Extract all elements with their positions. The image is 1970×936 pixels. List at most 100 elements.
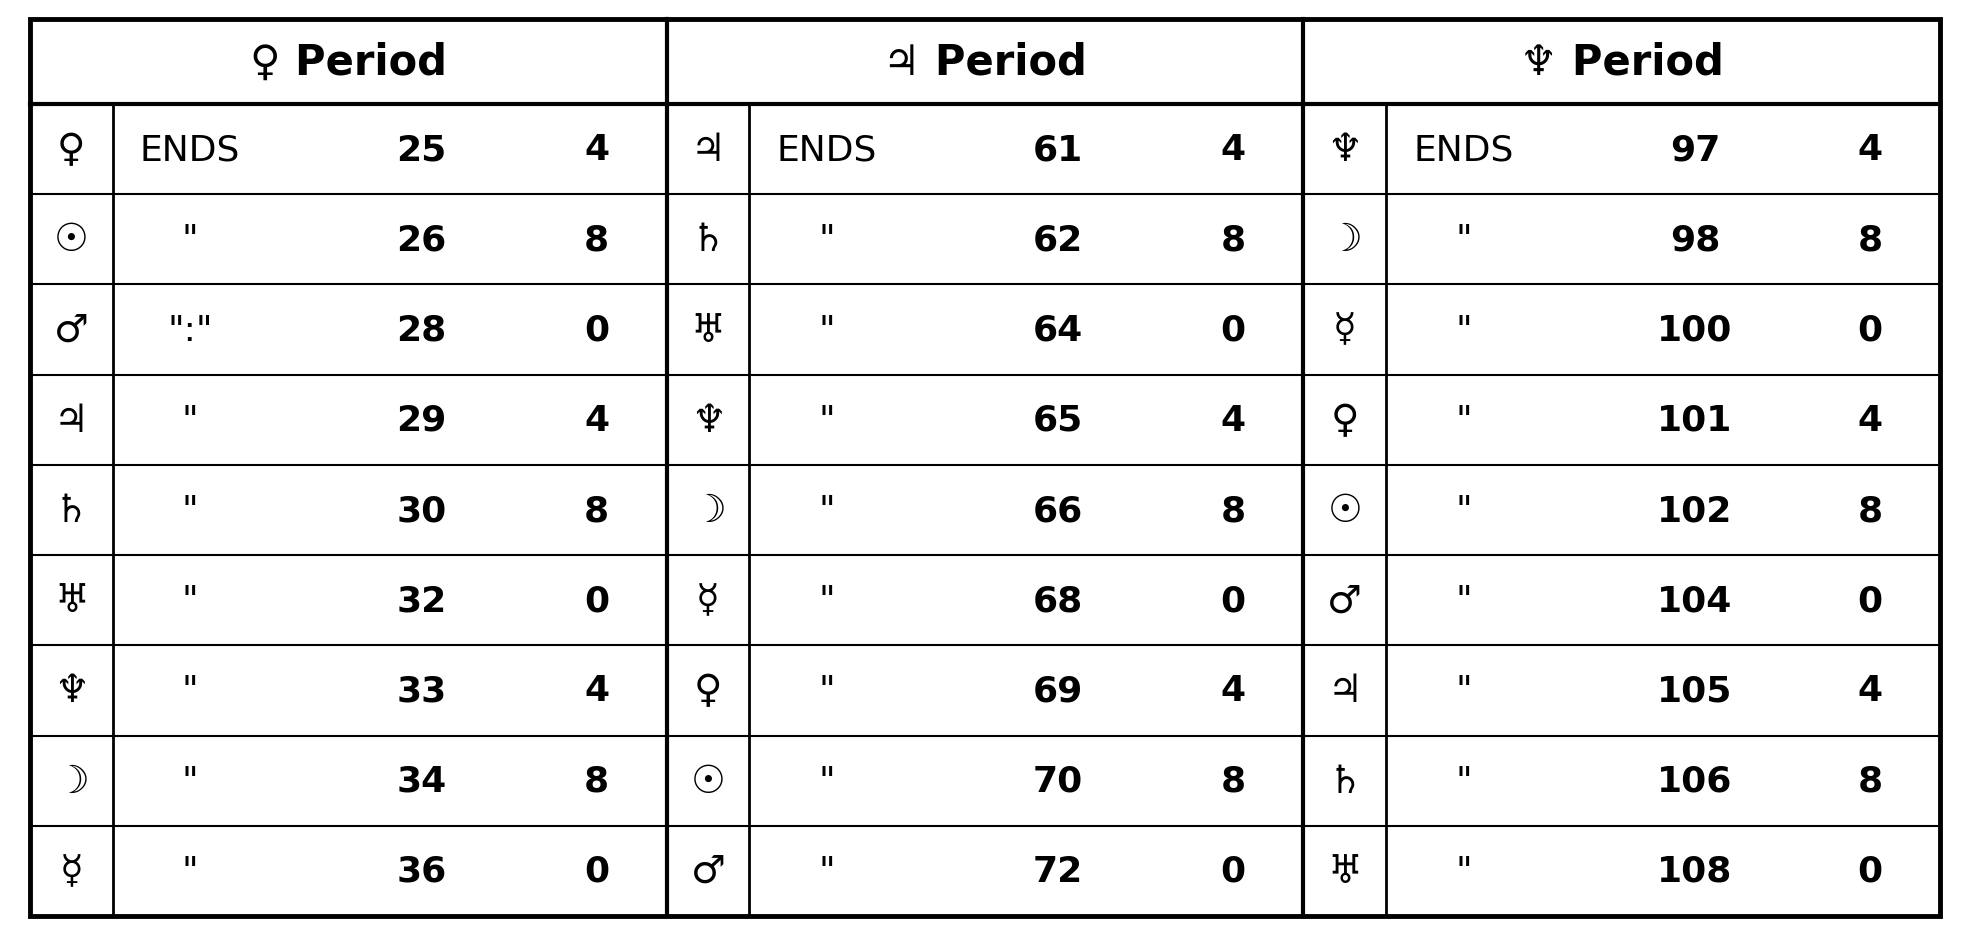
Text: ♃: ♃ — [53, 402, 89, 439]
Text: ♆: ♆ — [53, 672, 89, 709]
Text: 62: 62 — [1032, 223, 1084, 257]
Text: 26: 26 — [396, 223, 447, 257]
Text: 8: 8 — [1858, 493, 1883, 528]
Text: ♂: ♂ — [1328, 581, 1361, 620]
Text: ": " — [181, 493, 199, 528]
Text: 8: 8 — [1221, 764, 1245, 797]
Text: 4: 4 — [1221, 133, 1245, 167]
Text: 4: 4 — [583, 133, 609, 167]
Text: 8: 8 — [583, 223, 609, 257]
Text: 34: 34 — [396, 764, 447, 797]
Text: 29: 29 — [396, 403, 447, 437]
Text: ☉: ☉ — [691, 762, 725, 800]
Text: 108: 108 — [1657, 854, 1732, 888]
Text: ": " — [1456, 854, 1472, 888]
Text: ": " — [1456, 764, 1472, 797]
Text: ♀ Period: ♀ Period — [250, 41, 447, 83]
Text: 0: 0 — [1858, 854, 1883, 888]
Text: ": " — [820, 223, 835, 257]
Text: ": " — [1456, 493, 1472, 528]
Text: ☽: ☽ — [53, 762, 89, 800]
Text: ♄: ♄ — [691, 221, 725, 259]
Text: 0: 0 — [1858, 314, 1883, 347]
Text: 105: 105 — [1657, 674, 1732, 708]
Text: ": " — [820, 314, 835, 347]
Text: 68: 68 — [1032, 584, 1084, 618]
Text: ☉: ☉ — [1328, 491, 1361, 530]
Text: 69: 69 — [1032, 674, 1084, 708]
Text: ♅: ♅ — [53, 581, 89, 620]
Text: ": " — [820, 854, 835, 888]
Text: 4: 4 — [583, 403, 609, 437]
Text: 101: 101 — [1657, 403, 1732, 437]
Text: 36: 36 — [396, 854, 447, 888]
Text: 0: 0 — [583, 314, 609, 347]
Text: ": " — [820, 493, 835, 528]
Text: ☿: ☿ — [1334, 312, 1357, 349]
Text: ♀: ♀ — [693, 672, 723, 709]
Text: 0: 0 — [1221, 584, 1245, 618]
Text: 0: 0 — [1858, 584, 1883, 618]
Text: 8: 8 — [1221, 223, 1245, 257]
Text: ": " — [181, 223, 199, 257]
Text: 0: 0 — [583, 854, 609, 888]
Text: 4: 4 — [1858, 133, 1883, 167]
Text: ☽: ☽ — [1328, 221, 1361, 259]
Text: ": " — [181, 403, 199, 437]
Text: ♄: ♄ — [53, 491, 89, 530]
Text: ☿: ☿ — [695, 581, 719, 620]
Text: 25: 25 — [396, 133, 447, 167]
Text: ENDS: ENDS — [776, 133, 877, 167]
Text: 8: 8 — [583, 764, 609, 797]
Text: 100: 100 — [1657, 314, 1732, 347]
Text: 28: 28 — [396, 314, 447, 347]
Text: 64: 64 — [1032, 314, 1084, 347]
Text: ": " — [820, 674, 835, 708]
Text: ♃: ♃ — [691, 131, 725, 168]
Text: ": " — [181, 674, 199, 708]
Text: ♆: ♆ — [1328, 131, 1361, 168]
Text: 8: 8 — [1221, 493, 1245, 528]
Text: ": " — [181, 854, 199, 888]
Text: 106: 106 — [1657, 764, 1732, 797]
Text: ♂: ♂ — [53, 312, 89, 349]
Text: ☉: ☉ — [53, 221, 89, 259]
Text: ": " — [820, 403, 835, 437]
Text: 30: 30 — [396, 493, 447, 528]
Text: 98: 98 — [1671, 223, 1720, 257]
Text: 65: 65 — [1032, 403, 1084, 437]
Text: 66: 66 — [1032, 493, 1084, 528]
Text: ":": ":" — [167, 314, 213, 347]
Text: 4: 4 — [583, 674, 609, 708]
Text: 102: 102 — [1657, 493, 1732, 528]
Text: ♃ Period: ♃ Period — [883, 41, 1087, 83]
Text: 72: 72 — [1032, 854, 1084, 888]
Text: 97: 97 — [1671, 133, 1720, 167]
Text: 4: 4 — [1858, 403, 1883, 437]
Text: 33: 33 — [396, 674, 447, 708]
Text: ": " — [1456, 314, 1472, 347]
Text: ENDS: ENDS — [140, 133, 240, 167]
Text: 4: 4 — [1221, 403, 1245, 437]
Text: 0: 0 — [583, 584, 609, 618]
Text: ♀: ♀ — [1330, 402, 1359, 439]
Text: ": " — [1456, 403, 1472, 437]
Text: ": " — [820, 584, 835, 618]
Text: 4: 4 — [1221, 674, 1245, 708]
Text: 4: 4 — [1858, 674, 1883, 708]
Text: 8: 8 — [1858, 223, 1883, 257]
Text: ": " — [1456, 674, 1472, 708]
Text: 61: 61 — [1032, 133, 1084, 167]
Text: ♄: ♄ — [1328, 762, 1361, 800]
Text: ♂: ♂ — [691, 852, 725, 890]
Text: 0: 0 — [1221, 314, 1245, 347]
Text: ♅: ♅ — [691, 312, 725, 349]
Text: 8: 8 — [1858, 764, 1883, 797]
Text: ☿: ☿ — [59, 852, 83, 890]
Text: ": " — [181, 764, 199, 797]
Text: 104: 104 — [1657, 584, 1732, 618]
Text: ♀: ♀ — [57, 131, 85, 168]
Text: ♃: ♃ — [1328, 672, 1361, 709]
Text: ": " — [181, 584, 199, 618]
Text: ": " — [1456, 584, 1472, 618]
